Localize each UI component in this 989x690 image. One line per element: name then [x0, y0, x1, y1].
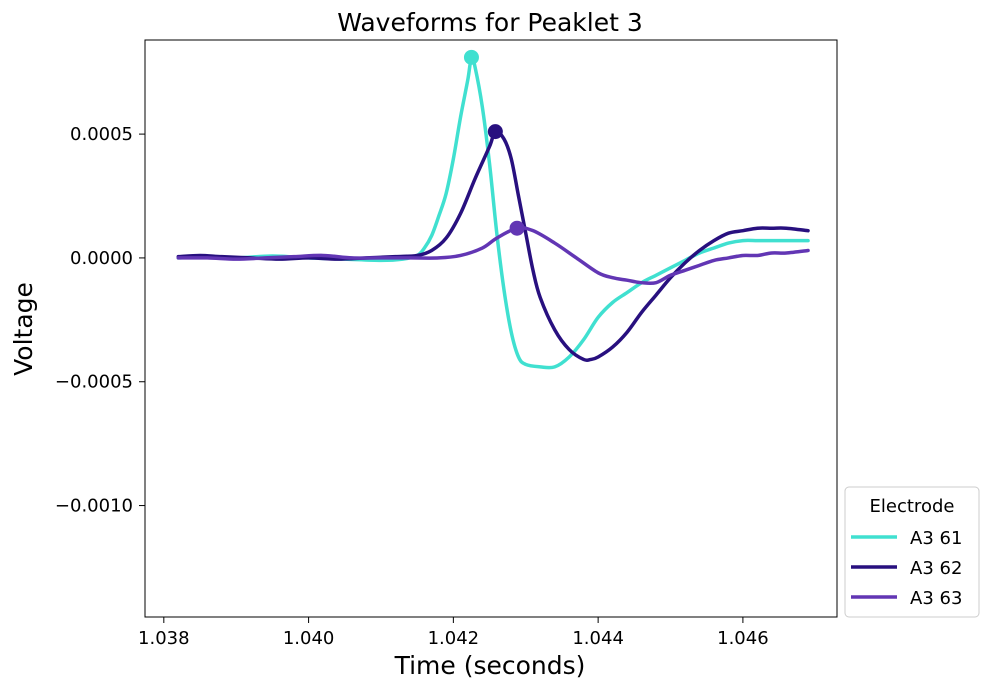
series-line-3 [176, 225, 810, 286]
y-tick-label: 0.0000 [70, 248, 133, 269]
x-axis: 1.038 1.040 1.042 1.044 1.046 [138, 617, 769, 649]
y-tick-label: −0.0010 [55, 496, 133, 517]
peak-marker-3 [509, 220, 525, 236]
plot-area-frame [144, 39, 838, 618]
x-tick-label: 1.042 [428, 628, 480, 649]
peak-marker-layer [463, 49, 525, 236]
x-tick-label: 1.044 [572, 628, 624, 649]
peak-marker-2 [487, 124, 503, 140]
series-layer [176, 55, 810, 370]
x-tick-label: 1.046 [717, 628, 769, 649]
legend-label-2: A3 62 [910, 558, 962, 579]
legend-title: Electrode [870, 496, 955, 517]
series-line-1 [176, 55, 810, 370]
x-tick-label: 1.038 [138, 628, 190, 649]
x-axis-title: Time (seconds) [394, 651, 586, 680]
legend-box [844, 486, 980, 618]
legend: Electrode A3 61 A3 62 A3 63 [844, 486, 980, 618]
y-axis: 0.0005 0.0000 −0.0005 −0.0010 [55, 124, 145, 517]
chart-title: Waveforms for Peaklet 3 [337, 8, 643, 37]
legend-label-1: A3 61 [910, 528, 962, 549]
legend-label-3: A3 63 [910, 588, 962, 609]
x-tick-label: 1.040 [283, 628, 335, 649]
peak-marker-1 [463, 49, 479, 65]
y-axis-title: Voltage [9, 282, 38, 376]
series-line-2 [176, 129, 810, 363]
y-tick-label: −0.0005 [55, 372, 133, 393]
y-tick-label: 0.0005 [70, 124, 133, 145]
